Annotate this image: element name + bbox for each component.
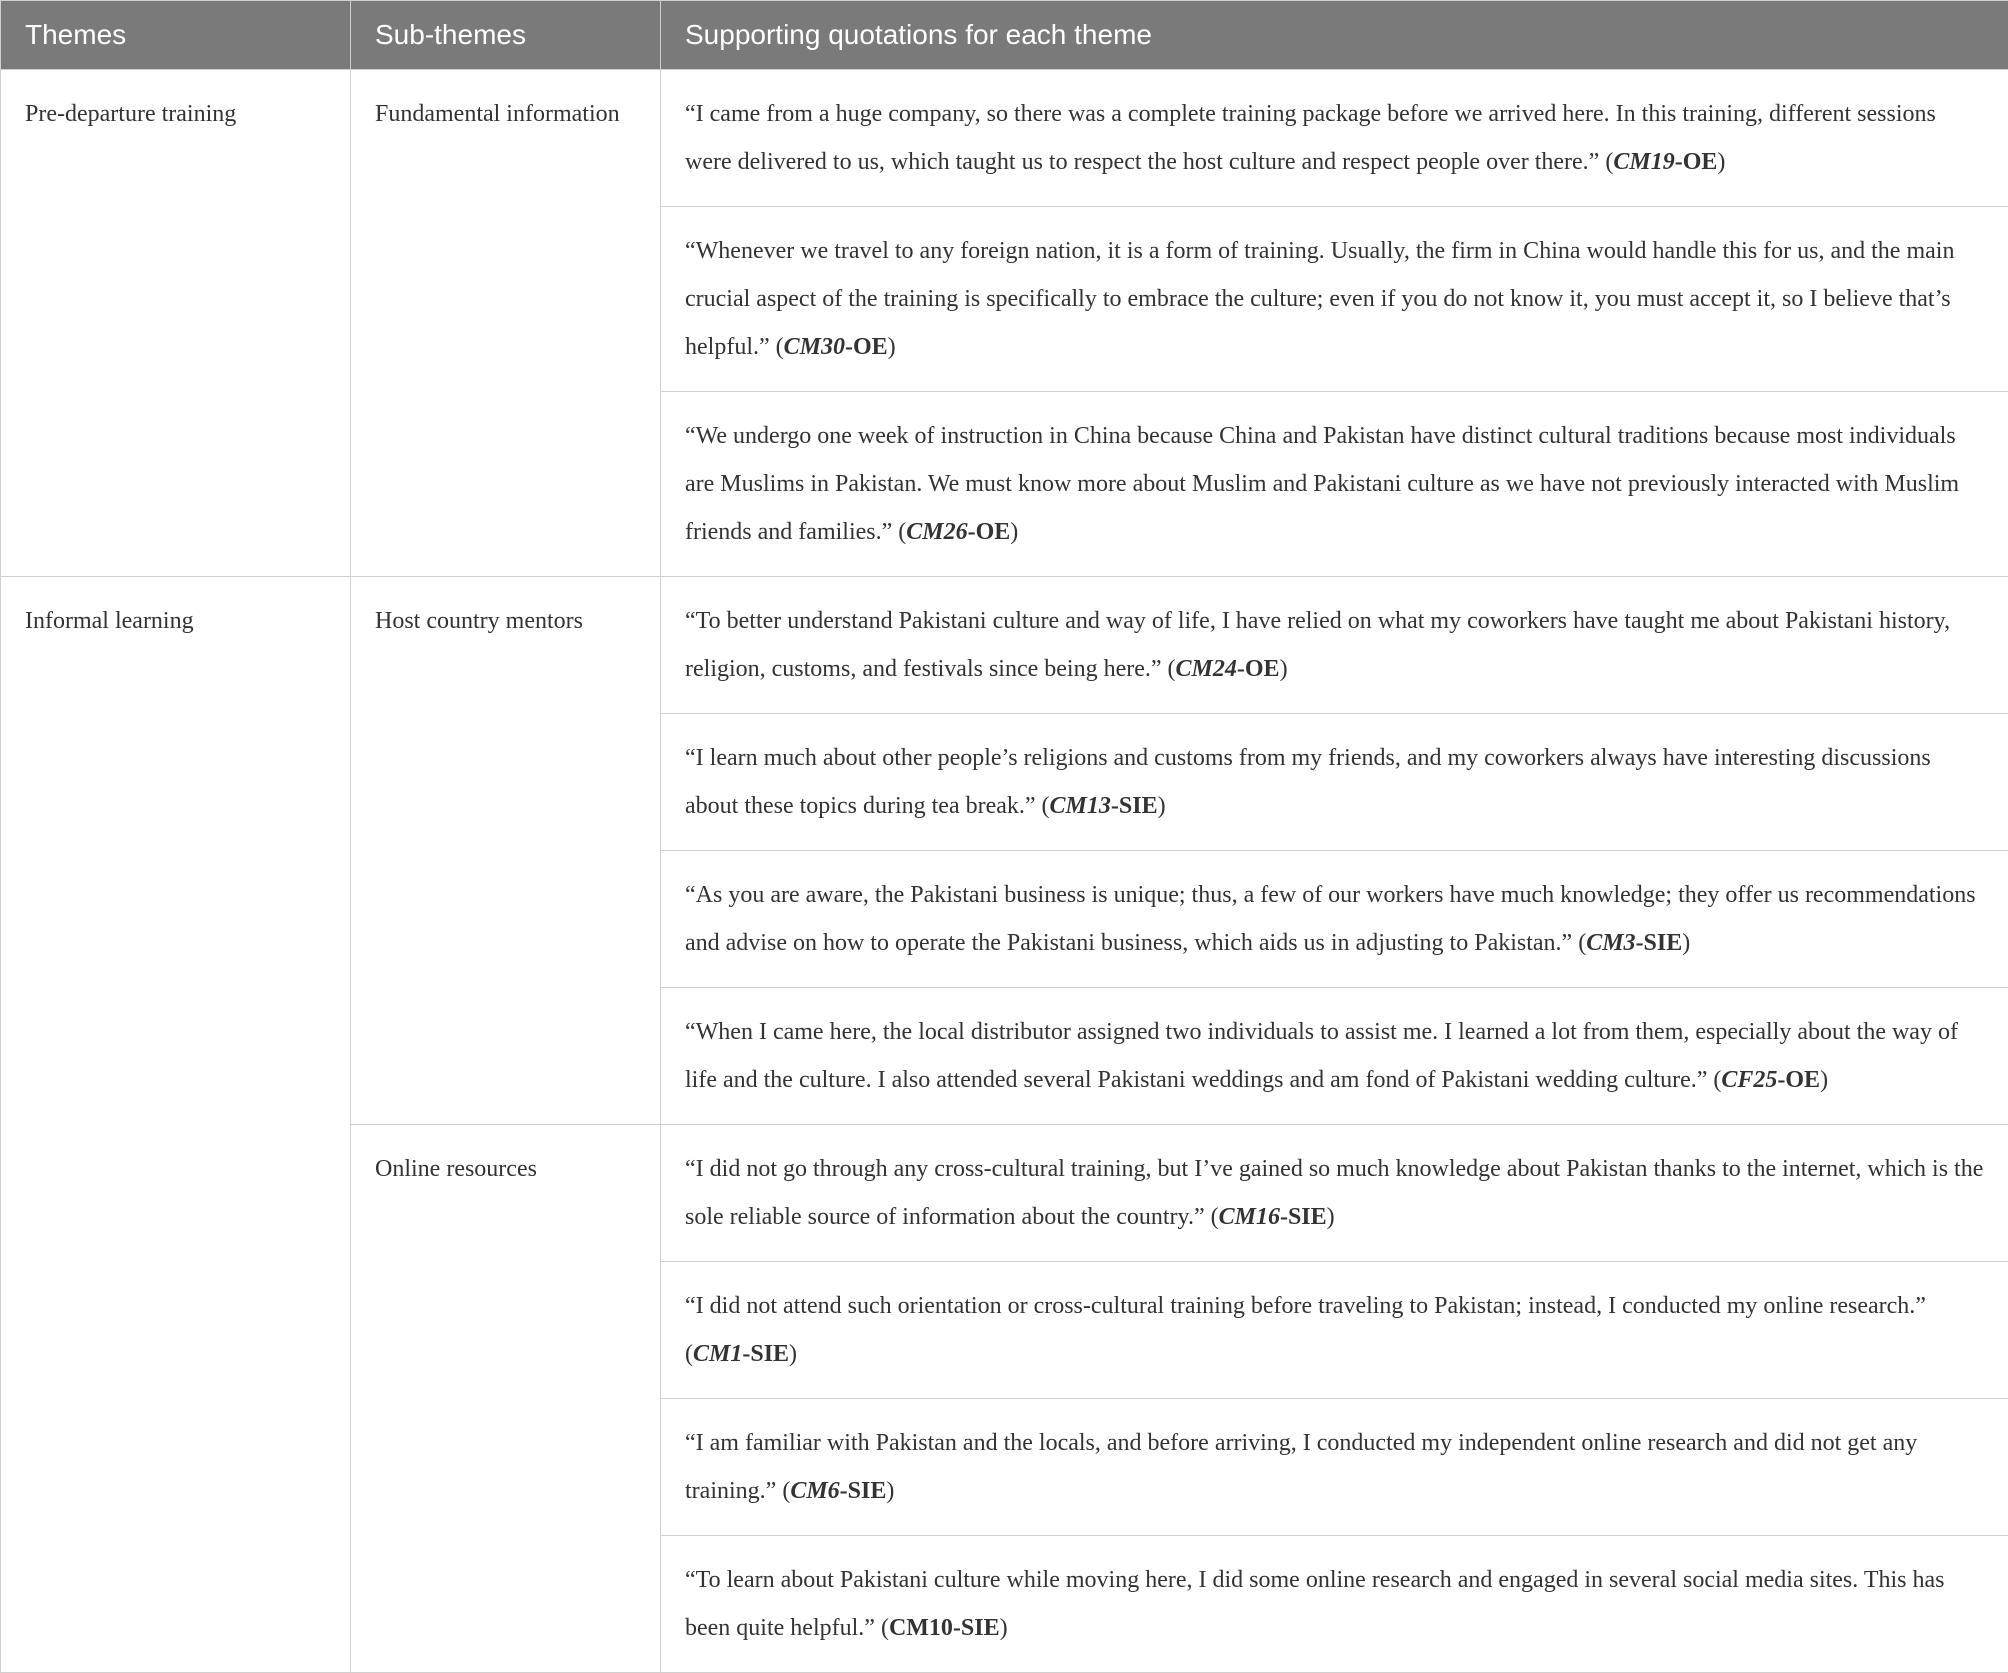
- citation-code: CM6: [790, 1478, 839, 1504]
- citation-code: CM24: [1176, 656, 1237, 682]
- citation-code: CM13: [1050, 793, 1111, 819]
- quotation-cell: “I did not go through any cross-cultural…: [661, 1125, 2008, 1262]
- citation-suffix: -SIE: [840, 1478, 887, 1504]
- quotation-text: “I learn much about other people’s relig…: [685, 745, 1931, 819]
- quotation-cell: “I did not attend such orientation or cr…: [661, 1262, 2008, 1399]
- quotation-cell: “I learn much about other people’s relig…: [661, 714, 2008, 851]
- theme-cell: Pre-departure training: [1, 70, 351, 577]
- citation-suffix: -SIE: [1280, 1204, 1327, 1230]
- quotation-text: “I did not attend such orientation or cr…: [685, 1293, 1926, 1319]
- citation-suffix: -SIE: [1636, 930, 1683, 956]
- citation-code: CM16: [1219, 1204, 1280, 1230]
- citation-suffix: -OE: [1675, 149, 1718, 175]
- table-row: Informal learningHost country mentors“To…: [1, 577, 2008, 714]
- quotation-cell: “We undergo one week of instruction in C…: [661, 392, 2008, 577]
- citation-code: CM30: [784, 334, 845, 360]
- citation-code: CM19: [1613, 149, 1674, 175]
- citation-suffix: -SIE: [953, 1615, 1000, 1641]
- subtheme-cell: Host country mentors: [351, 577, 661, 1125]
- citation-suffix: -OE: [1777, 1067, 1820, 1093]
- quotation-cell: “To better understand Pakistani culture …: [661, 577, 2008, 714]
- quotation-text: “I came from a huge company, so there wa…: [685, 101, 1936, 175]
- quotation-cell: “I came from a huge company, so there wa…: [661, 70, 2008, 207]
- quotation-text: “We undergo one week of instruction in C…: [685, 423, 1959, 545]
- quotation-cell: “I am familiar with Pakistan and the loc…: [661, 1399, 2008, 1536]
- quotation-text: “I did not go through any cross-cultural…: [685, 1156, 1983, 1230]
- table-row: Pre-departure trainingFundamental inform…: [1, 70, 2008, 207]
- citation-code: CM3: [1586, 930, 1635, 956]
- quotation-text: “To better understand Pakistani culture …: [685, 608, 1950, 682]
- subtheme-cell: Fundamental information: [351, 70, 661, 577]
- citation-code: CF25: [1721, 1067, 1777, 1093]
- citation-suffix: -SIE: [742, 1341, 789, 1367]
- quotation-text: “To learn about Pakistani culture while …: [685, 1567, 1945, 1641]
- citation-suffix: -OE: [845, 334, 888, 360]
- header-subthemes: Sub-themes: [351, 1, 661, 70]
- citation-suffix: -SIE: [1111, 793, 1158, 819]
- theme-cell: Informal learning: [1, 577, 351, 1673]
- quotation-cell: “To learn about Pakistani culture while …: [661, 1536, 2008, 1673]
- citation-suffix: -OE: [1237, 656, 1280, 682]
- header-quotations: Supporting quotations for each theme: [661, 1, 2008, 70]
- quotation-cell: “As you are aware, the Pakistani busines…: [661, 851, 2008, 988]
- citation-code: CM26: [906, 519, 967, 545]
- subtheme-cell: Online resources: [351, 1125, 661, 1673]
- themes-table: Themes Sub-themes Supporting quotations …: [0, 0, 2008, 1673]
- header-themes: Themes: [1, 1, 351, 70]
- citation-suffix: -OE: [968, 519, 1011, 545]
- citation-code: CM10: [889, 1615, 953, 1641]
- quotation-text: “As you are aware, the Pakistani busines…: [685, 882, 1976, 956]
- table-body: Pre-departure trainingFundamental inform…: [1, 70, 2008, 1673]
- quotation-cell: “When I came here, the local distributor…: [661, 988, 2008, 1125]
- table-header-row: Themes Sub-themes Supporting quotations …: [1, 1, 2008, 70]
- citation-code: CM1: [693, 1341, 742, 1367]
- quotation-cell: “Whenever we travel to any foreign natio…: [661, 207, 2008, 392]
